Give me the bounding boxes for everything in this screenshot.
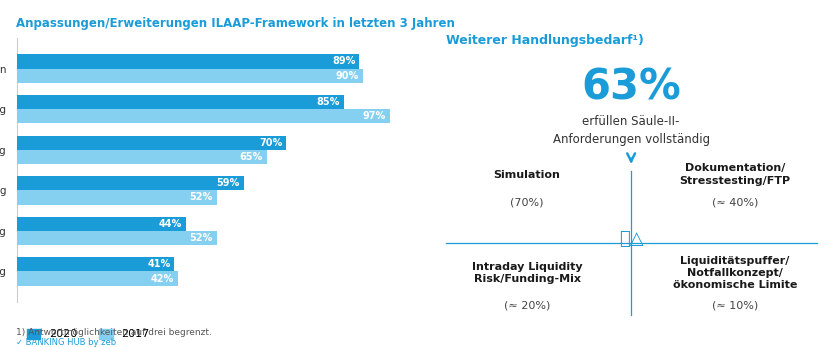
Bar (16, 176, 243, 190)
Bar (16, 54, 359, 69)
Text: (≈ 10%): (≈ 10%) (712, 301, 758, 311)
Text: (≈ 20%): (≈ 20%) (504, 301, 550, 311)
Text: 97%: 97% (363, 111, 386, 121)
Bar (16, 69, 363, 83)
Bar (16, 271, 178, 286)
Bar (16, 150, 266, 164)
Text: 65%: 65% (239, 152, 263, 162)
Text: 52%: 52% (190, 193, 213, 202)
Bar (16, 136, 286, 150)
Text: Dokumentation/
Stresstesting/FTP: Dokumentation/ Stresstesting/FTP (680, 163, 790, 186)
Text: Intraday Liquidity
Risk/Funding-Mix: Intraday Liquidity Risk/Funding-Mix (472, 262, 582, 284)
Bar (16, 217, 186, 231)
Text: 1) Antwortmöglichkeiten auf drei begrenzt.: 1) Antwortmöglichkeiten auf drei begrenz… (16, 328, 212, 337)
Text: 42%: 42% (151, 273, 174, 283)
Text: 59%: 59% (216, 178, 240, 188)
Bar (16, 95, 344, 109)
Bar (16, 190, 217, 204)
Bar (16, 257, 174, 271)
Text: (≈ 40%): (≈ 40%) (712, 198, 758, 208)
Text: 85%: 85% (317, 97, 340, 107)
Text: (70%): (70%) (511, 198, 544, 208)
Text: 63%: 63% (582, 66, 681, 108)
Text: erfüllen Säule-II-
Anforderungen vollständig: erfüllen Säule-II- Anforderungen vollstä… (553, 115, 710, 146)
Text: Anpassungen/Erweiterungen ILAAP-Framework in letzten 3 Jahren: Anpassungen/Erweiterungen ILAAP-Framewor… (16, 17, 455, 30)
Text: Simulation: Simulation (493, 170, 561, 179)
Text: Liquiditätspuffer/
Notfallkonzept/
ökonomische Limite: Liquiditätspuffer/ Notfallkonzept/ ökono… (673, 255, 797, 290)
Text: 44%: 44% (158, 219, 182, 229)
Legend: 2020, 2017: 2020, 2017 (22, 324, 154, 344)
Bar (16, 231, 217, 245)
Text: 52%: 52% (190, 233, 213, 243)
Text: 70%: 70% (259, 138, 282, 147)
Text: ✓ BANKING HUB by zeb: ✓ BANKING HUB by zeb (16, 338, 116, 347)
Bar (16, 109, 390, 124)
Text: 41%: 41% (147, 259, 171, 269)
Text: 89%: 89% (332, 57, 356, 67)
Text: 90%: 90% (336, 71, 359, 81)
Text: Weiterer Handlungsbedarf¹): Weiterer Handlungsbedarf¹) (446, 34, 644, 47)
Text: 🚶△: 🚶△ (619, 230, 644, 247)
